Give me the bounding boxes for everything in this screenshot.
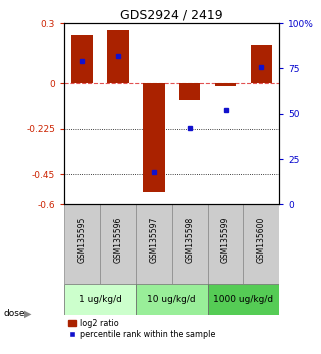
Bar [64,205,100,284]
Bar [172,205,208,284]
Bar [143,84,165,192]
Text: GSM135598: GSM135598 [185,216,194,263]
Bar [243,205,279,284]
Bar [208,205,243,284]
Text: GSM135600: GSM135600 [257,216,266,263]
Legend: log2 ratio, percentile rank within the sample: log2 ratio, percentile rank within the s… [68,319,215,339]
Text: GSM135596: GSM135596 [113,216,123,263]
Text: 10 ug/kg/d: 10 ug/kg/d [147,295,196,304]
Bar [179,84,200,99]
Bar [215,84,236,86]
Text: 1000 ug/kg/d: 1000 ug/kg/d [213,295,273,304]
Bar [136,205,172,284]
Bar [107,30,129,84]
Bar [71,35,93,84]
Text: GSM135595: GSM135595 [78,216,87,263]
Bar [251,45,272,84]
Bar [64,284,136,315]
Text: 1 ug/kg/d: 1 ug/kg/d [79,295,121,304]
Bar [208,284,279,315]
Text: GSM135599: GSM135599 [221,216,230,263]
Bar [100,205,136,284]
Text: GSM135597: GSM135597 [149,216,158,263]
Title: GDS2924 / 2419: GDS2924 / 2419 [120,9,223,22]
Text: dose: dose [3,309,25,318]
Bar [136,284,208,315]
Text: ▶: ▶ [24,308,31,318]
